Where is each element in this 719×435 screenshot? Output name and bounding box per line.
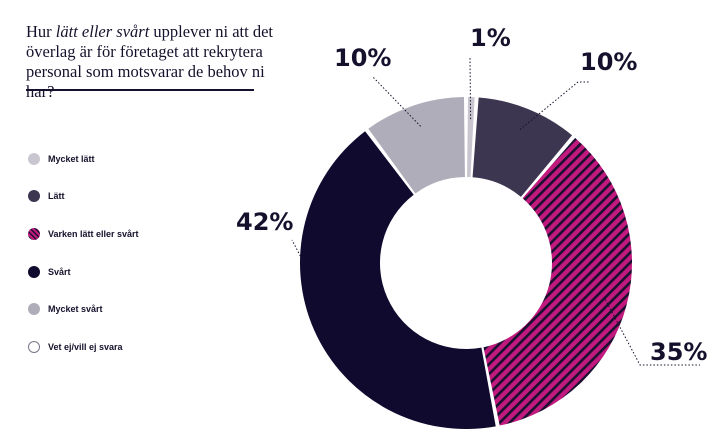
legend-swatch [28, 190, 40, 203]
leader-line-lätt [519, 81, 590, 130]
value-labels: 1% 10% 35% 42% 10% [236, 24, 707, 366]
value-label-varken-lätt-eller-svårt: 35% [650, 338, 707, 366]
legend-item-vet-ej-vill-ej-svara: Vet ej/vill ej svara [28, 328, 139, 366]
title-text-emphasis: lätt eller svårt [55, 22, 150, 41]
legend-label: Varken lätt eller svårt [48, 228, 139, 239]
value-label-lätt: 10% [580, 48, 637, 76]
title-underline [26, 89, 254, 91]
value-label-mycket-lätt: 1% [470, 24, 511, 52]
legend-swatch [28, 265, 40, 278]
legend-label: Svårt [48, 266, 71, 277]
legend-item-mycket-lätt: Mycket lätt [28, 140, 139, 178]
chart-title: Hur lätt eller svårt upplever ni att det… [26, 22, 286, 102]
leader-lines [291, 57, 700, 366]
legend-item-svårt: Svårt [28, 253, 139, 291]
leader-line-varken-lätt-eller-svårt [604, 299, 700, 366]
legend-label: Lätt [48, 191, 65, 202]
legend-label: Vet ej/vill ej svara [48, 341, 123, 352]
legend-swatch [28, 227, 40, 240]
value-label-svårt: 42% [236, 208, 293, 236]
legend-item-lätt: Lätt [28, 178, 139, 216]
leader-line-mycket-svårt [371, 75, 421, 127]
legend-item-varken-lätt-eller-svårt: Varken lätt eller svårt [28, 215, 139, 253]
legend-label: Mycket lätt [48, 153, 95, 164]
title-text-before: Hur [26, 22, 56, 41]
chart-legend: Mycket lätt Lätt Varken lätt eller svårt Sv… [28, 140, 139, 366]
donut-slices [300, 97, 632, 430]
legend-label: Mycket svårt [48, 304, 103, 315]
value-label-mycket-svårt: 10% [334, 44, 391, 72]
slice-svårt [300, 131, 496, 430]
leader-line-svårt [291, 239, 335, 322]
slice-lätt [472, 97, 573, 197]
slice-varken-lätt-eller-svårt [483, 137, 632, 426]
slice-mycket-lätt [467, 97, 475, 178]
legend-swatch [28, 303, 40, 316]
legend-swatch [28, 340, 40, 353]
legend-swatch [28, 152, 40, 165]
legend-item-mycket-svårt: Mycket svårt [28, 290, 139, 328]
slice-mycket-svårt [368, 97, 465, 194]
title-text-after: upplever ni att det överlag är för föret… [26, 22, 274, 101]
